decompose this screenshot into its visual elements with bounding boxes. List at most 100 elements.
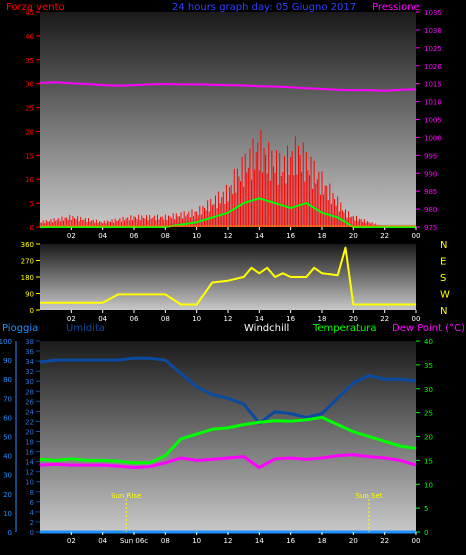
pressure-line [39,81,417,92]
time-axis-bottom-tick-label: 10 [192,537,201,545]
rain-axis-tick-label: 50 [3,434,12,442]
humidity-axis-tick-label: 38 [25,338,34,346]
windchill-legend: Windchill [244,323,289,334]
pressure-axis-tick-label: 1035 [424,9,442,17]
time-axis-bottom-tick-label: 16 [286,537,295,545]
pressure-axis-tick-label: 990 [424,170,437,178]
compass-label: S [440,273,446,284]
time-axis-middle-tick-label: 06 [130,315,139,323]
pressure-axis-tick-label: 1025 [424,45,442,53]
time-axis-top-tick-label: 14 [255,232,264,240]
sun-marker-label: Sun Set [355,492,382,500]
wind-axis-tick-label: 10 [25,176,34,184]
time-axis-bottom-tick-label: 18 [318,537,327,545]
pressure-axis-tick-label: 975 [424,224,437,232]
wind-axis-tick-label: 0 [30,224,34,232]
wind-axis-tick-label: 5 [30,200,34,208]
wind-pressure-panel [40,12,416,227]
wind-direction-panel [40,244,416,310]
time-axis-top-tick-label: 10 [192,232,201,240]
time-axis-top-tick-label: 18 [318,232,327,240]
wind-gust-line [40,197,416,228]
pressure-axis-tick-label: 985 [424,188,437,196]
rain-axis-tick-label: 10 [3,510,12,518]
rain-axis-tick-label: 0 [8,529,12,537]
chart-marks: 0510152025303540459759809859909951000100… [0,9,450,545]
rain-axis-title: Pioggia [2,323,38,334]
pressure-axis-tick-label: 1020 [424,63,442,71]
humidity-axis-tick-label: 14 [25,459,34,467]
time-axis-top-tick-label: 02 [67,232,76,240]
direction-axis-tick-label: 0 [30,307,34,315]
direction-axis-tick-label: 270 [21,258,34,266]
direction-axis-tick-label: 90 [25,291,34,299]
humidity-axis-tick-label: 36 [25,348,34,356]
time-axis-bottom-tick-label: 20 [349,537,358,545]
temperature-axis-tick-label: 25 [424,410,433,418]
time-axis-bottom-tick-label: 04 [98,537,107,545]
time-axis-bottom-tick-label: 02 [67,537,76,545]
compass-label: W [440,290,450,301]
humidity-axis-tick-label: 12 [25,469,34,477]
wind-axis-tick-label: 35 [25,57,34,65]
temperature-line [39,415,417,465]
time-axis-top-tick-label: 08 [161,232,170,240]
temperature-axis-tick-label: 0 [424,529,428,537]
time-axis-top-tick-label: 12 [224,232,233,240]
humidity-axis-title: Umidita [66,323,105,334]
pressure-axis-tick-label: 980 [424,206,437,214]
humidity-axis-tick-label: 6 [30,499,35,507]
pressure-axis-tick-label: 1005 [424,117,442,125]
time-axis-top-tick-label: 00 [412,232,421,240]
time-axis-top-tick-label: 06 [130,232,139,240]
humidity-axis-tick-label: 16 [25,449,34,457]
temperature-axis-tick-label: 30 [424,386,433,394]
wind-axis-tick-label: 40 [25,33,34,41]
humidity-axis-tick-label: 0 [30,529,34,537]
humidity-axis-tick-label: 10 [25,479,34,487]
time-axis-bottom-tick-label: Sun 06c [120,537,148,545]
humidity-axis-tick-label: 2 [30,519,34,527]
humidity-axis-tick-label: 24 [25,408,34,416]
humidity-axis-tick-label: 8 [30,489,34,497]
time-axis-bottom-tick-label: 14 [255,537,264,545]
time-axis-middle-tick-label: 02 [67,315,76,323]
time-axis-top-tick-label: 04 [98,232,107,240]
time-axis-middle-tick-label: 00 [412,315,421,323]
humidity-axis-tick-label: 18 [25,439,34,447]
time-axis-bottom-tick-label: 22 [380,537,389,545]
rain-axis-tick-label: 90 [3,357,12,365]
time-axis-middle-tick-label: 08 [161,315,170,323]
time-axis-middle-tick-label: 22 [380,315,389,323]
temperature-axis-tick-label: 5 [424,505,428,513]
temperature-axis-tick-label: 40 [424,338,433,346]
wind-direction-line [40,246,416,306]
humidity-axis-tick-label: 30 [25,378,34,386]
time-axis-middle-tick-label: 10 [192,315,201,323]
humidity-axis-tick-label: 22 [25,418,34,426]
wind-axis-tick-label: 45 [25,9,34,17]
compass-label: E [440,257,446,268]
pressure-axis-tick-label: 1010 [424,99,442,107]
humidity-axis-tick-label: 32 [25,368,34,376]
time-axis-bottom-tick-label: 12 [224,537,233,545]
rain-axis-tick-label: 60 [3,414,12,422]
direction-axis-tick-label: 180 [21,274,34,282]
time-axis-middle-tick-label: 18 [318,315,327,323]
wind-axis-tick-label: 25 [25,105,34,113]
sun-marker-label: Sun Rise [111,492,141,500]
time-axis-middle-tick-label: 14 [255,315,264,323]
humidity-axis-tick-label: 26 [25,398,34,406]
rain-axis-tick-label: 80 [3,376,12,384]
humidity-axis-tick-label: 4 [30,509,35,517]
time-axis-bottom-tick-label: 00 [412,537,421,545]
dewpoint-legend: Dew Point (°C) [392,323,465,334]
time-axis-middle-tick-label: 16 [286,315,295,323]
wind-axis-title: Forza vento [6,2,65,13]
pressure-axis-title: Pressione [372,2,420,13]
humidity-line [39,356,417,425]
wind-axis-tick-label: 15 [25,152,34,160]
time-axis-middle-tick-label: 12 [224,315,233,323]
time-axis-bottom-tick-label: 08 [161,537,170,545]
